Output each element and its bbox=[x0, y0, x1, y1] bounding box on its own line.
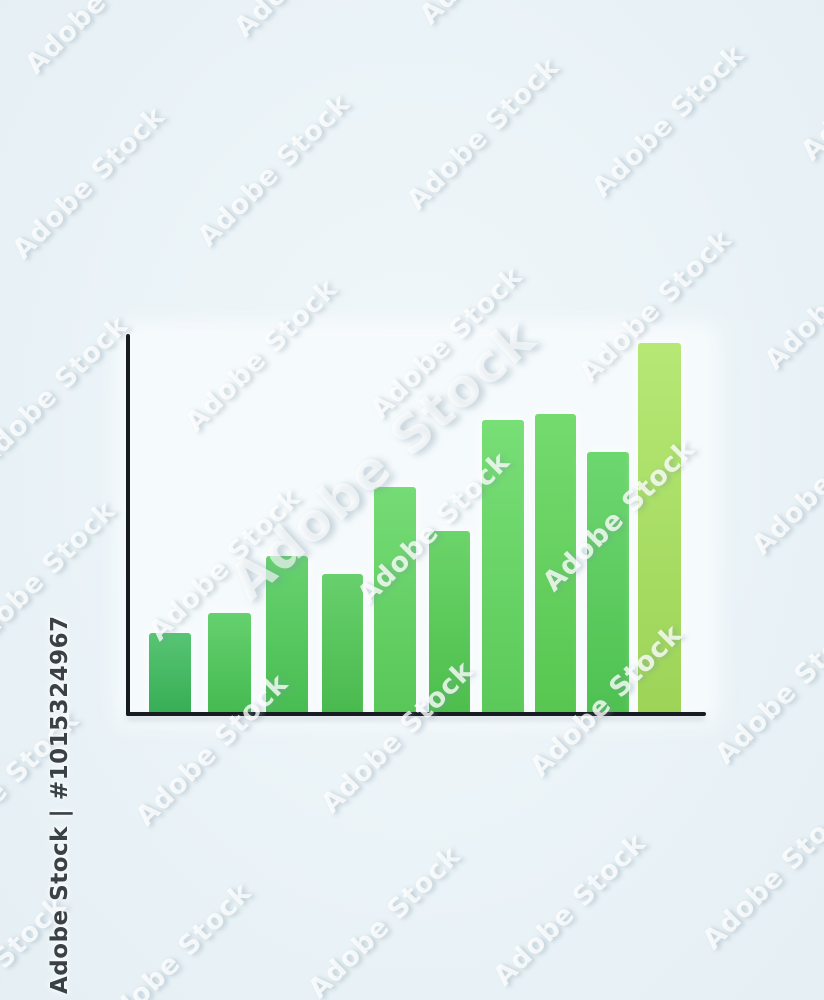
adobe-stock-watermark-tile: Adobe Stock bbox=[19, 0, 184, 80]
chart-bar bbox=[266, 556, 308, 712]
adobe-stock-watermark-tile: Adobe Stock bbox=[302, 840, 467, 1000]
adobe-stock-watermark-tile: Adobe Stock bbox=[487, 827, 653, 993]
adobe-stock-watermark-tile: Adobe Stock bbox=[696, 791, 824, 956]
chart-bar bbox=[208, 613, 251, 712]
adobe-stock-watermark-tile: Adobe Stock bbox=[191, 88, 357, 253]
adobe-stock-watermark-tile: Adobe Stock bbox=[228, 0, 393, 44]
adobe-stock-watermark-tile: Adobe Stock bbox=[93, 876, 258, 1000]
adobe-stock-credit-text: Adobe Stock | #1015324967 bbox=[47, 615, 73, 994]
chart-bar bbox=[322, 574, 363, 712]
adobe-stock-watermark-tile: Adobe Stock bbox=[0, 309, 135, 475]
adobe-stock-watermark-tile: Adobe Stock bbox=[6, 100, 172, 266]
adobe-stock-watermark-tile: Adobe Stock bbox=[414, 0, 579, 31]
y-axis-line bbox=[126, 334, 130, 716]
adobe-stock-watermark-tile: Adobe Stock bbox=[586, 38, 751, 204]
adobe-stock-watermark-tile: Adobe Stock bbox=[795, 2, 824, 167]
adobe-stock-watermark-tile: Adobe Stock bbox=[709, 605, 824, 771]
adobe-stock-watermark-tile: Adobe Stock bbox=[400, 51, 566, 217]
chart-bar bbox=[374, 487, 416, 712]
chart-bar bbox=[429, 531, 470, 712]
chart-bar bbox=[535, 414, 576, 712]
chart-bar bbox=[482, 420, 524, 712]
chart-bar bbox=[587, 452, 629, 712]
adobe-stock-watermark-tile: Adobe Stock bbox=[746, 397, 824, 562]
x-axis-line bbox=[126, 712, 706, 716]
chart-bar bbox=[638, 343, 681, 712]
chart-bar bbox=[149, 633, 191, 712]
adobe-stock-watermark-tile: Adobe Stock bbox=[758, 211, 824, 376]
